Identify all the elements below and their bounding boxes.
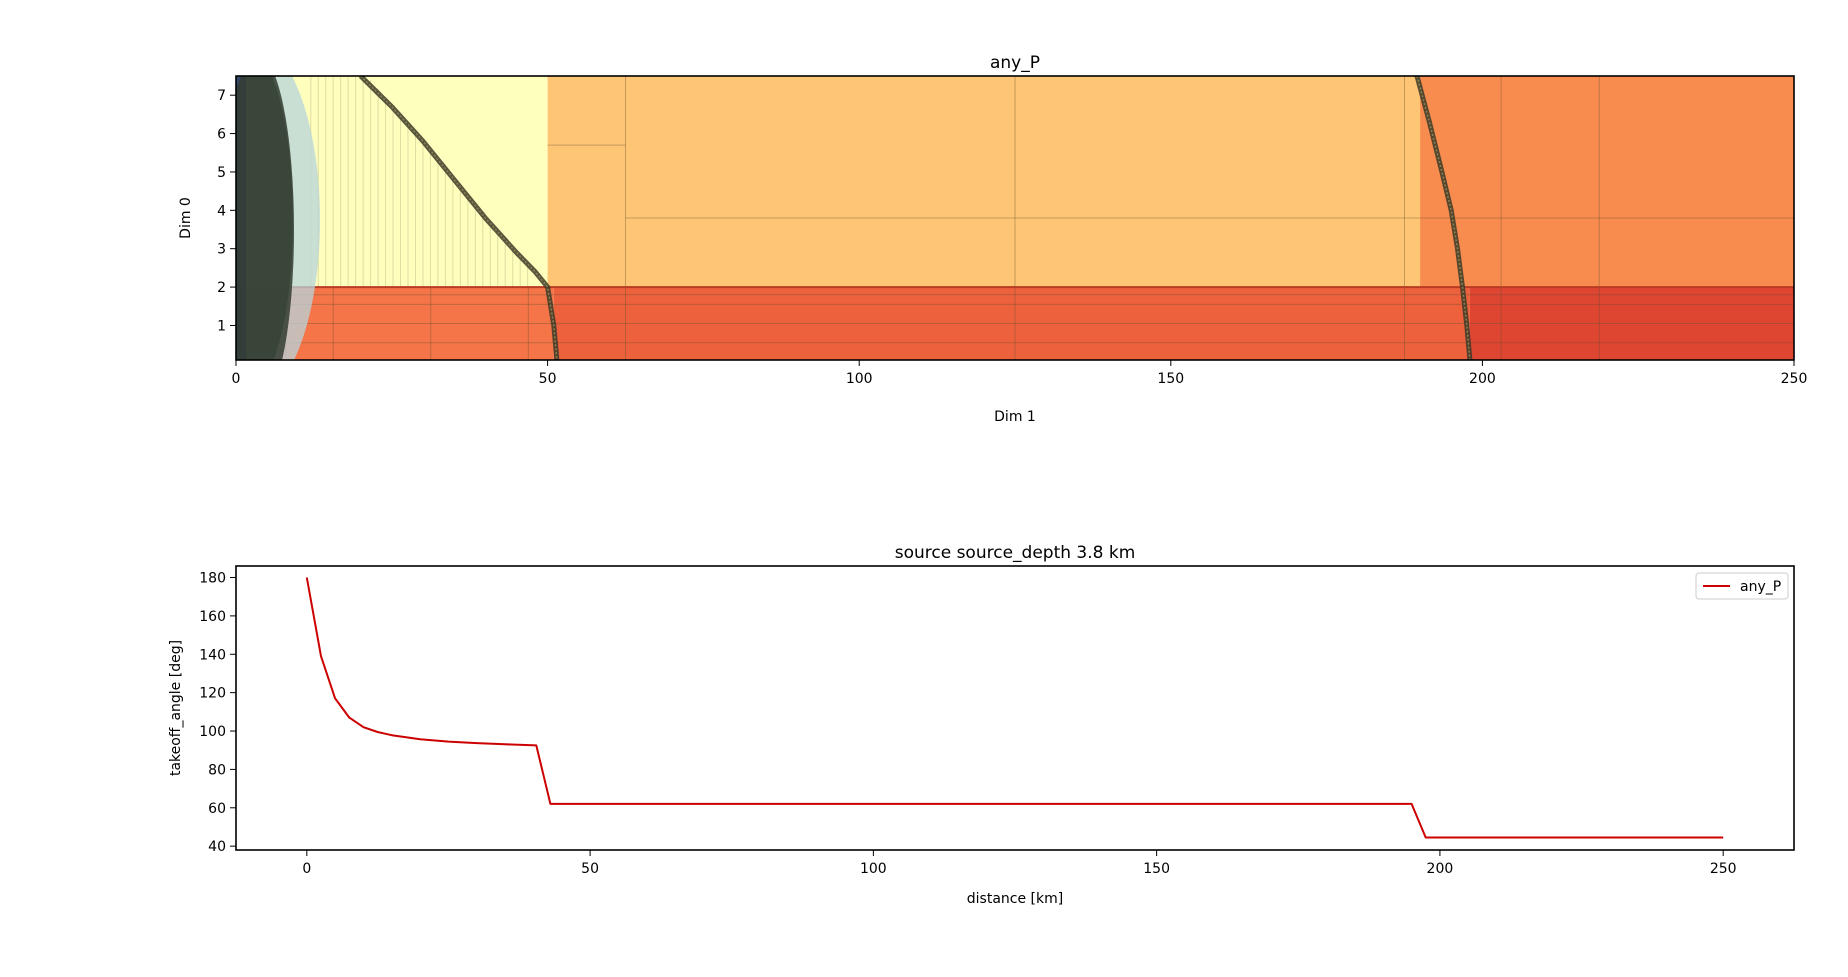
heatmap-near-source-shading: [236, 76, 320, 360]
y-tick-label: 120: [199, 686, 226, 702]
line-plot-area: [305, 577, 1724, 839]
y-tick-label: 160: [199, 609, 226, 625]
x-tick-label: 0: [232, 371, 241, 387]
heatmap-plot-area: [236, 76, 1794, 360]
heatmap-x-ticks: 0 50 100 150 200 250: [232, 360, 1808, 387]
panel-line-chart: source source_depth 3.8 km 0 50 100 150 200 2…: [168, 543, 1795, 907]
y-tick-label: 2: [217, 280, 226, 296]
x-tick-label: 50: [539, 371, 557, 387]
panel-heatmap: any_P 0 50 100 150 200 250 1 2 3 4 5 6 7 Dim 1 Dim …: [178, 53, 1808, 425]
y-tick-label: 40: [208, 839, 226, 855]
heatmap-frame: [235, 75, 1795, 361]
x-tick-label: 0: [302, 861, 311, 877]
heatmap-front-line-detail: [1416, 76, 1471, 360]
legend: any_P: [1695, 572, 1789, 600]
y-tick-label: 5: [217, 165, 226, 181]
y-tick-label: 180: [199, 571, 226, 587]
y-tick-label: 4: [217, 203, 226, 219]
heatmap-title: any_P: [990, 53, 1040, 73]
heatmap-y-ticks: 1 2 3 4 5 6 7: [217, 88, 236, 334]
x-tick-label: 200: [1427, 861, 1454, 877]
x-tick-label: 100: [860, 861, 887, 877]
series-line-any-p: [305, 577, 1724, 839]
x-tick-label: 200: [1469, 371, 1496, 387]
heatmap-cell-grid: [236, 76, 1794, 360]
heatmap-cell: [553, 287, 1470, 360]
line-chart-y-label: takeoff_angle [deg]: [168, 640, 184, 776]
legend-box: [1695, 572, 1789, 600]
heatmap-cell: [1469, 287, 1794, 360]
heatmap-front-lines: [358, 76, 1473, 360]
y-tick-label: 60: [208, 801, 226, 817]
y-tick-label: 1: [217, 318, 226, 334]
heatmap-cell: [547, 76, 1421, 288]
heatmap-x-label: Dim 1: [994, 409, 1036, 425]
y-tick-label: 100: [199, 724, 226, 740]
heatmap-front-line-detail: [360, 76, 558, 360]
x-tick-label: 250: [1710, 861, 1737, 877]
y-tick-label: 140: [199, 647, 226, 663]
line-chart-x-label: distance [km]: [967, 891, 1063, 907]
line-chart-frame: [235, 565, 1795, 851]
x-tick-label: 150: [1143, 861, 1170, 877]
line-chart-x-ticks: 0 50 100 150 200 250: [302, 850, 1737, 877]
legend-label-any-p: any_P: [1740, 579, 1781, 595]
y-tick-label: 80: [208, 762, 226, 778]
y-tick-label: 3: [217, 242, 226, 258]
x-tick-label: 250: [1781, 371, 1808, 387]
y-tick-label: 7: [217, 88, 226, 104]
x-tick-label: 50: [581, 861, 599, 877]
x-tick-label: 150: [1157, 371, 1184, 387]
heatmap-y-label: Dim 0: [178, 197, 194, 239]
y-tick-label: 6: [217, 127, 226, 143]
line-chart-title: source source_depth 3.8 km: [895, 543, 1136, 563]
line-chart-y-ticks: 40 60 80 100 120 140 160 180: [199, 571, 236, 855]
heatmap-cell: [1420, 76, 1794, 288]
x-tick-label: 100: [846, 371, 873, 387]
